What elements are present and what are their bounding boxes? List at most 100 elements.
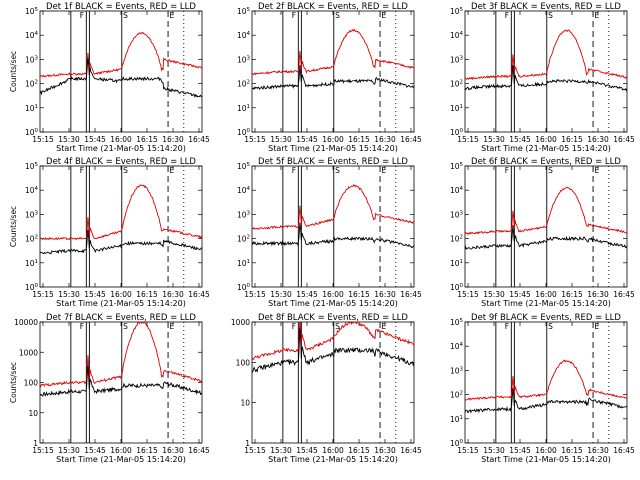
y-tick-label: 100 — [24, 379, 39, 388]
y-tick-label: 105 — [450, 162, 464, 171]
x-axis-label: Start Time (21-Mar-05 15:14:20) — [56, 144, 186, 153]
event-marker-label: S — [123, 11, 128, 20]
x-tick-label: 15:30 — [483, 446, 505, 455]
panel-title: Det 4f BLACK = Events, RED = LLD — [46, 157, 196, 167]
y-tick-label: 100 — [450, 283, 464, 292]
plot-frame — [464, 321, 628, 444]
y-tick-label: 100 — [450, 439, 464, 448]
x-axis-label: Start Time (21-Mar-05 15:14:20) — [56, 299, 186, 308]
detector-panel: Det 4f BLACK = Events, RED = LLD 100 101 10… — [9, 157, 210, 308]
y-tick-label: 103 — [450, 210, 464, 219]
y-tick-label: 105 — [25, 162, 39, 171]
event-marker-label: F — [80, 166, 84, 175]
x-axis-label: Start Time (21-Mar-05 15:14:20) — [481, 144, 611, 153]
series-line-events — [465, 388, 627, 414]
panel-title: Det 3f BLACK = Events, RED = LLD — [471, 2, 621, 12]
y-tick-label: 105 — [237, 7, 251, 16]
detector-panel: Det 8f BLACK = Events, RED = LLD 1 10 100 10… — [231, 313, 422, 464]
x-tick-label: 16:30 — [162, 135, 184, 144]
x-tick-label: 16:30 — [374, 446, 396, 455]
detector-panel: Det 3f BLACK = Events, RED = LLD 100 101 10… — [450, 2, 635, 153]
x-tick-label: 15:15 — [32, 446, 54, 455]
series-line-lld — [465, 186, 627, 236]
x-axis-label: Start Time (21-Mar-05 15:14:20) — [481, 455, 611, 464]
event-marker-label: S — [548, 11, 553, 20]
x-tick-label: 15:45 — [509, 446, 531, 455]
x-tick-label: 16:00 — [110, 290, 132, 299]
x-axis-label: Start Time (21-Mar-05 15:14:20) — [481, 299, 611, 308]
y-tick-label: 100 — [236, 358, 251, 367]
y-tick-label: 1000 — [19, 348, 38, 357]
event-marker-label: F — [80, 11, 84, 20]
panel-title: Det 8f BLACK = Events, RED = LLD — [258, 313, 408, 323]
plot-frame — [39, 165, 203, 288]
event-marker-label: F — [80, 322, 84, 331]
series-line-lld — [252, 322, 414, 360]
x-tick-label: 15:15 — [32, 290, 54, 299]
series-line-lld — [465, 29, 627, 81]
y-tick-label: 10 — [240, 399, 250, 408]
x-tick-label: 16:15 — [136, 290, 158, 299]
x-tick-label: 16:15 — [348, 290, 370, 299]
event-marker-label: S — [123, 166, 128, 175]
x-tick-label: 16:45 — [613, 290, 635, 299]
x-tick-label: 16:30 — [587, 135, 609, 144]
detector-panel: Det 9f BLACK = Events, RED = LLD 100 101 10… — [450, 313, 635, 464]
y-tick-label: 103 — [237, 55, 251, 64]
detector-panel: Det 5f BLACK = Events, RED = LLD 100 101 10… — [237, 157, 422, 308]
y-axis-label: Counts/sec — [9, 362, 18, 403]
series-line-lld — [465, 359, 627, 401]
x-tick-label: 16:45 — [188, 290, 210, 299]
x-tick-label: 15:15 — [457, 135, 479, 144]
plot-frame — [39, 10, 203, 133]
x-tick-label: 16:30 — [374, 135, 396, 144]
x-tick-label: 16:15 — [561, 135, 583, 144]
y-tick-label: 103 — [450, 55, 464, 64]
series-line-events — [40, 229, 202, 255]
x-tick-label: 15:30 — [270, 446, 292, 455]
series-line-lld — [40, 322, 202, 388]
plot-frame — [464, 10, 628, 133]
y-tick-label: 105 — [450, 318, 464, 327]
y-tick-label: 100 — [450, 128, 464, 137]
event-marker-label: F — [292, 11, 296, 20]
y-tick-label: 102 — [25, 80, 38, 89]
x-tick-label: 15:30 — [270, 135, 292, 144]
x-tick-label: 15:15 — [457, 290, 479, 299]
y-tick-label: 101 — [25, 104, 38, 113]
y-tick-label: 101 — [25, 259, 38, 268]
event-marker-label: S — [548, 322, 553, 331]
x-tick-label: 16:45 — [188, 446, 210, 455]
event-marker-label: F — [505, 322, 509, 331]
event-marker-label: S — [548, 166, 553, 175]
detector-panel: Det 2f BLACK = Events, RED = LLD 100 101 10… — [237, 2, 422, 153]
panel-title: Det 9f BLACK = Events, RED = LLD — [471, 313, 621, 323]
x-tick-label: 16:00 — [322, 446, 344, 455]
series-line-events — [465, 65, 627, 92]
event-marker-label: F — [292, 322, 296, 331]
y-tick-label: 100 — [237, 128, 251, 137]
x-tick-label: 16:15 — [136, 135, 158, 144]
series-line-events — [252, 327, 414, 373]
panel-title: Det 7f BLACK = Events, RED = LLD — [46, 313, 196, 323]
x-axis-label: Start Time (21-Mar-05 15:14:20) — [268, 144, 398, 153]
x-tick-label: 16:00 — [322, 135, 344, 144]
x-tick-label: 15:30 — [270, 290, 292, 299]
x-tick-label: 15:30 — [58, 446, 80, 455]
x-tick-label: 16:45 — [400, 290, 422, 299]
event-marker-label: E — [594, 166, 599, 175]
x-tick-label: 15:45 — [84, 135, 106, 144]
y-tick-label: 1000 — [231, 318, 250, 327]
x-tick-label: 15:15 — [32, 135, 54, 144]
event-marker-label: F — [292, 166, 296, 175]
y-axis-label: Counts/sec — [9, 51, 18, 92]
x-tick-label: 16:15 — [561, 290, 583, 299]
y-tick-label: 102 — [450, 391, 463, 400]
x-axis-label: Start Time (21-Mar-05 15:14:20) — [268, 455, 398, 464]
y-tick-label: 102 — [450, 235, 463, 244]
x-tick-label: 15:45 — [509, 290, 531, 299]
event-marker-label: F — [505, 166, 509, 175]
event-marker-label: E — [169, 322, 174, 331]
x-tick-label: 15:45 — [509, 135, 531, 144]
